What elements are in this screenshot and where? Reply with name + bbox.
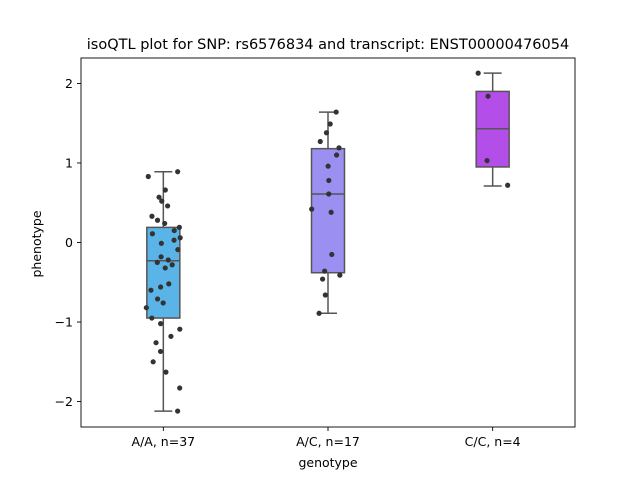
y-tick-label: −2 — [55, 394, 73, 409]
data-point — [475, 70, 481, 76]
chart-title: isoQTL plot for SNP: rs6576834 and trans… — [87, 37, 569, 53]
data-point — [176, 224, 182, 230]
data-point — [485, 93, 491, 99]
y-tick-label: 1 — [65, 155, 73, 170]
data-point — [157, 284, 164, 290]
data-point — [163, 369, 169, 375]
y-tick-label: −1 — [55, 315, 73, 330]
x-axis-label: genotype — [298, 455, 357, 470]
data-point — [177, 235, 183, 241]
data-point — [154, 296, 161, 302]
data-point — [319, 276, 326, 282]
data-point — [169, 262, 175, 268]
y-tick-label: 2 — [65, 76, 73, 91]
data-point — [158, 254, 164, 260]
data-point — [150, 359, 156, 365]
data-point — [162, 220, 168, 227]
data-point — [157, 348, 164, 355]
data-point — [148, 287, 154, 293]
data-point — [322, 292, 328, 298]
data-point — [322, 268, 328, 274]
data-point — [316, 310, 322, 316]
data-point — [328, 209, 334, 215]
data-point — [171, 237, 177, 243]
x-tick-label: C/C, n=4 — [465, 434, 521, 449]
data-point — [154, 217, 161, 223]
data-point — [149, 213, 155, 219]
data-point — [177, 385, 183, 391]
data-point — [336, 145, 342, 151]
data-point — [329, 251, 335, 258]
data-point — [177, 326, 183, 332]
x-tick-label: A/A, n=37 — [132, 434, 196, 449]
data-point — [162, 187, 168, 193]
x-tick-label: A/C, n=17 — [296, 434, 360, 449]
data-point — [333, 152, 340, 158]
data-point — [327, 121, 333, 127]
box-group — [143, 169, 183, 414]
data-point — [323, 130, 330, 136]
data-point — [337, 272, 343, 278]
data-point — [149, 315, 155, 321]
data-point — [165, 257, 171, 263]
data-point — [154, 259, 160, 265]
data-point — [159, 198, 165, 204]
data-point — [484, 157, 490, 164]
data-point — [171, 227, 177, 234]
data-point — [325, 163, 331, 169]
plot-area: −2 −1 0 1 2 A/A, n=37 A/C, n=17 C/C, n=4 — [55, 57, 576, 449]
data-point — [175, 247, 181, 253]
y-axis-label: phenotype — [29, 210, 44, 277]
data-point — [145, 173, 151, 180]
data-point — [149, 231, 156, 237]
data-point — [153, 340, 159, 346]
data-point — [326, 191, 332, 197]
data-point — [165, 203, 171, 209]
data-point — [317, 138, 323, 145]
y-tick-label: 0 — [65, 235, 73, 250]
data-point — [158, 321, 164, 327]
box-group — [475, 70, 511, 188]
data-point — [168, 333, 174, 339]
data-point — [333, 109, 339, 115]
data-point — [160, 300, 166, 306]
box-iqr — [310, 147, 346, 274]
data-point — [505, 182, 511, 188]
data-point — [156, 194, 162, 200]
data-point — [175, 169, 181, 175]
box-group — [309, 109, 346, 316]
data-point — [309, 206, 315, 212]
data-point — [162, 265, 168, 271]
data-point — [158, 240, 164, 246]
data-point — [326, 177, 332, 184]
data-point — [175, 408, 181, 414]
data-point — [143, 305, 149, 311]
data-point — [166, 281, 172, 287]
